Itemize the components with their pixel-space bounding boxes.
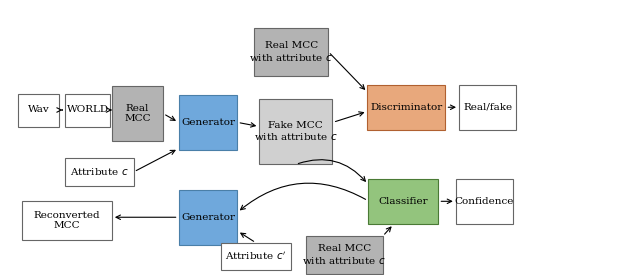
Text: WORLD: WORLD (67, 106, 109, 114)
FancyBboxPatch shape (459, 85, 516, 130)
FancyBboxPatch shape (456, 179, 513, 224)
FancyBboxPatch shape (112, 86, 163, 141)
Text: Generator: Generator (181, 213, 235, 222)
FancyBboxPatch shape (65, 158, 134, 186)
Text: Real MCC
with attribute $c$: Real MCC with attribute $c$ (303, 244, 386, 266)
Text: Classifier: Classifier (378, 197, 428, 206)
FancyBboxPatch shape (179, 190, 237, 245)
Text: Real/fake: Real/fake (463, 103, 512, 112)
FancyBboxPatch shape (259, 99, 333, 164)
Text: Wav: Wav (28, 106, 49, 114)
FancyBboxPatch shape (179, 95, 237, 150)
FancyBboxPatch shape (22, 201, 112, 240)
Text: Real MCC
with attribute $c$: Real MCC with attribute $c$ (250, 41, 333, 63)
FancyBboxPatch shape (368, 179, 438, 224)
Text: Attribute $c'$: Attribute $c'$ (225, 250, 287, 263)
FancyBboxPatch shape (65, 94, 110, 126)
FancyBboxPatch shape (17, 94, 60, 126)
Text: Reconverted
MCC: Reconverted MCC (34, 211, 100, 230)
Text: Fake MCC
with attribute $c$: Fake MCC with attribute $c$ (254, 120, 337, 142)
FancyBboxPatch shape (255, 28, 328, 76)
Text: Attribute $c$: Attribute $c$ (70, 166, 129, 177)
Text: Generator: Generator (181, 118, 235, 127)
FancyBboxPatch shape (221, 243, 291, 270)
FancyBboxPatch shape (306, 236, 383, 274)
Text: Confidence: Confidence (455, 197, 514, 206)
FancyBboxPatch shape (367, 85, 445, 130)
Text: Real
MCC: Real MCC (124, 104, 151, 123)
Text: Discriminator: Discriminator (371, 103, 442, 112)
